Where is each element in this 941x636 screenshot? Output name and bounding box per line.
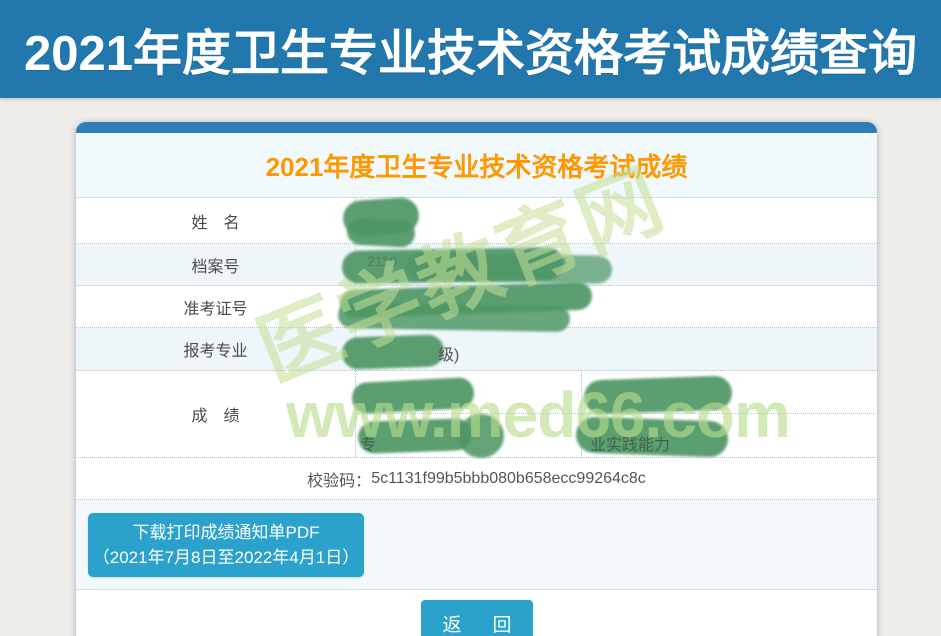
download-pdf-button[interactable]: 下载打印成绩通知单PDF （2021年7月8日至2022年4月1日） — [88, 513, 364, 577]
score-fragment-bottom-right: 业实践能力 — [590, 437, 671, 454]
exam-major-label: 报考专业 — [76, 328, 356, 370]
page-title: 2021年度卫生专业技术资格考试成绩查询 — [23, 26, 917, 81]
download-pdf-line1: 下载打印成绩通知单PDF — [132, 523, 320, 542]
redaction-blob-exam-major — [341, 334, 445, 370]
redaction-blob-admission-ticket-2 — [337, 301, 571, 333]
row-checksum: 校验码： 5c1131f99b5bbb080b658ecc99264c8c — [76, 458, 877, 500]
result-card: 2021年度卫生专业技术资格考试成绩 姓 名 档案号 准考证号 报考专业 成 绩… — [76, 122, 877, 636]
page-banner: 2021年度卫生专业技术资格考试成绩查询 — [0, 0, 941, 98]
name-value — [356, 198, 877, 243]
name-label: 姓 名 — [76, 198, 356, 243]
card-title: 2021年度卫生专业技术资格考试成绩 — [265, 151, 688, 182]
redaction-blob-name-2 — [346, 217, 416, 248]
row-exam-major: 报考专业 — [76, 328, 877, 371]
checksum-value: 5c1131f99b5bbb080b658ecc99264c8c — [371, 469, 646, 487]
card-top-bar — [76, 122, 877, 133]
admission-ticket-label: 准考证号 — [76, 286, 356, 327]
score-label: 成 绩 — [76, 371, 356, 457]
score-fragment-bottom-left: 专 — [360, 437, 377, 454]
redaction-blob-score-bottom-left-2 — [458, 414, 504, 458]
file-number-fragment: 2119 — [367, 253, 398, 269]
row-name: 姓 名 — [76, 198, 877, 244]
exam-major-fragment: 级) — [438, 347, 460, 364]
redaction-blob-score-top-right — [583, 375, 733, 415]
score-cell-top-left — [356, 371, 582, 414]
checksum-label: 校验码： — [307, 472, 372, 490]
redaction-blob-file-number-2 — [405, 252, 613, 284]
download-pdf-line2: （2021年7月8日至2022年4月1日） — [92, 548, 360, 567]
card-title-row: 2021年度卫生专业技术资格考试成绩 — [76, 133, 877, 198]
back-button[interactable]: 返 回 — [421, 600, 533, 636]
score-cell-top-right — [582, 371, 876, 414]
file-number-label: 档案号 — [76, 244, 356, 285]
redaction-blob-score-top-left — [351, 376, 475, 415]
